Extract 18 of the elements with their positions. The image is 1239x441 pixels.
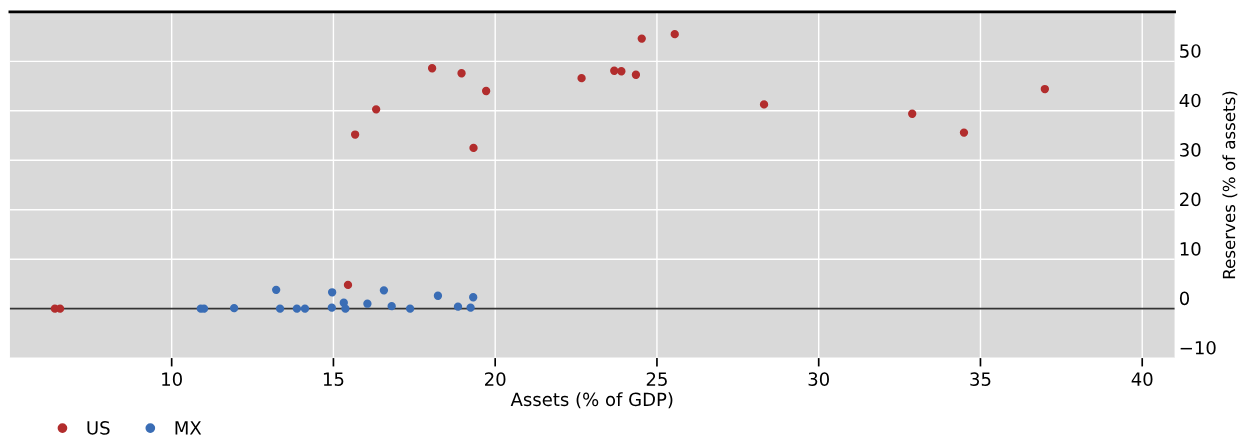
x-tick-label: 40: [1131, 372, 1153, 386]
y-tick-label: 0: [1179, 291, 1190, 306]
x-tick-label: 15: [323, 372, 344, 386]
legend-label: MX: [175, 421, 202, 435]
y-axis-title: Reserves (% of assets): [1222, 91, 1238, 279]
x-axis-title: Assets (% of GDP): [510, 392, 673, 409]
x-tick-label: 35: [970, 372, 991, 386]
y-tick-label: 40: [1179, 93, 1201, 108]
y-tick-label: 50: [1180, 44, 1201, 58]
x-tick-label: 30: [808, 372, 829, 386]
y-tick-label: −10: [1180, 340, 1216, 355]
y-tick-label: 20: [1180, 192, 1201, 207]
x-tick-label: 25: [646, 372, 667, 386]
y-tick-label: 30: [1180, 143, 1201, 157]
x-tick-label: 10: [162, 372, 182, 386]
y-tick-label: 10: [1180, 242, 1201, 256]
x-tick-label: 20: [485, 372, 506, 386]
legend-label: US: [87, 421, 110, 435]
